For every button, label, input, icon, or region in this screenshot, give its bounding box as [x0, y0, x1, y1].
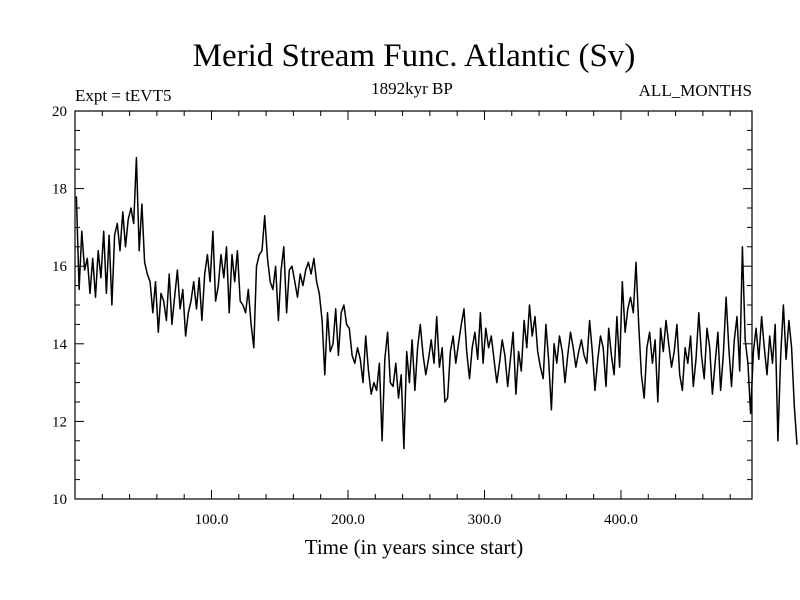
subtitle-left: Expt = tEVT5	[75, 86, 171, 105]
subtitle-right: ALL_MONTHS	[639, 81, 752, 100]
y-tick-label: 18	[52, 182, 67, 198]
x-tick-label: 400.0	[604, 512, 638, 528]
x-tick-label: 100.0	[195, 512, 229, 528]
y-tick-label: 14	[52, 337, 68, 353]
axis-ticks	[75, 111, 752, 499]
subtitle-center: 1892kyr BP	[371, 79, 453, 98]
chart-title: Merid Stream Func. Atlantic (Sv)	[193, 38, 636, 74]
x-axis-label: Time (in years since start)	[305, 535, 524, 559]
y-tick-label: 10	[52, 492, 67, 508]
x-tick-label: 200.0	[331, 512, 365, 528]
x-tick-label: 300.0	[468, 512, 502, 528]
y-tick-labels: 10 12 14 16 18 20	[52, 104, 68, 508]
x-tick-labels: 100.0 200.0 300.0 400.0	[195, 512, 638, 528]
y-tick-label: 16	[52, 259, 68, 275]
y-tick-label: 12	[52, 414, 67, 430]
y-tick-label: 20	[52, 104, 67, 120]
series-line	[75, 156, 798, 450]
plot-frame	[74, 110, 753, 500]
